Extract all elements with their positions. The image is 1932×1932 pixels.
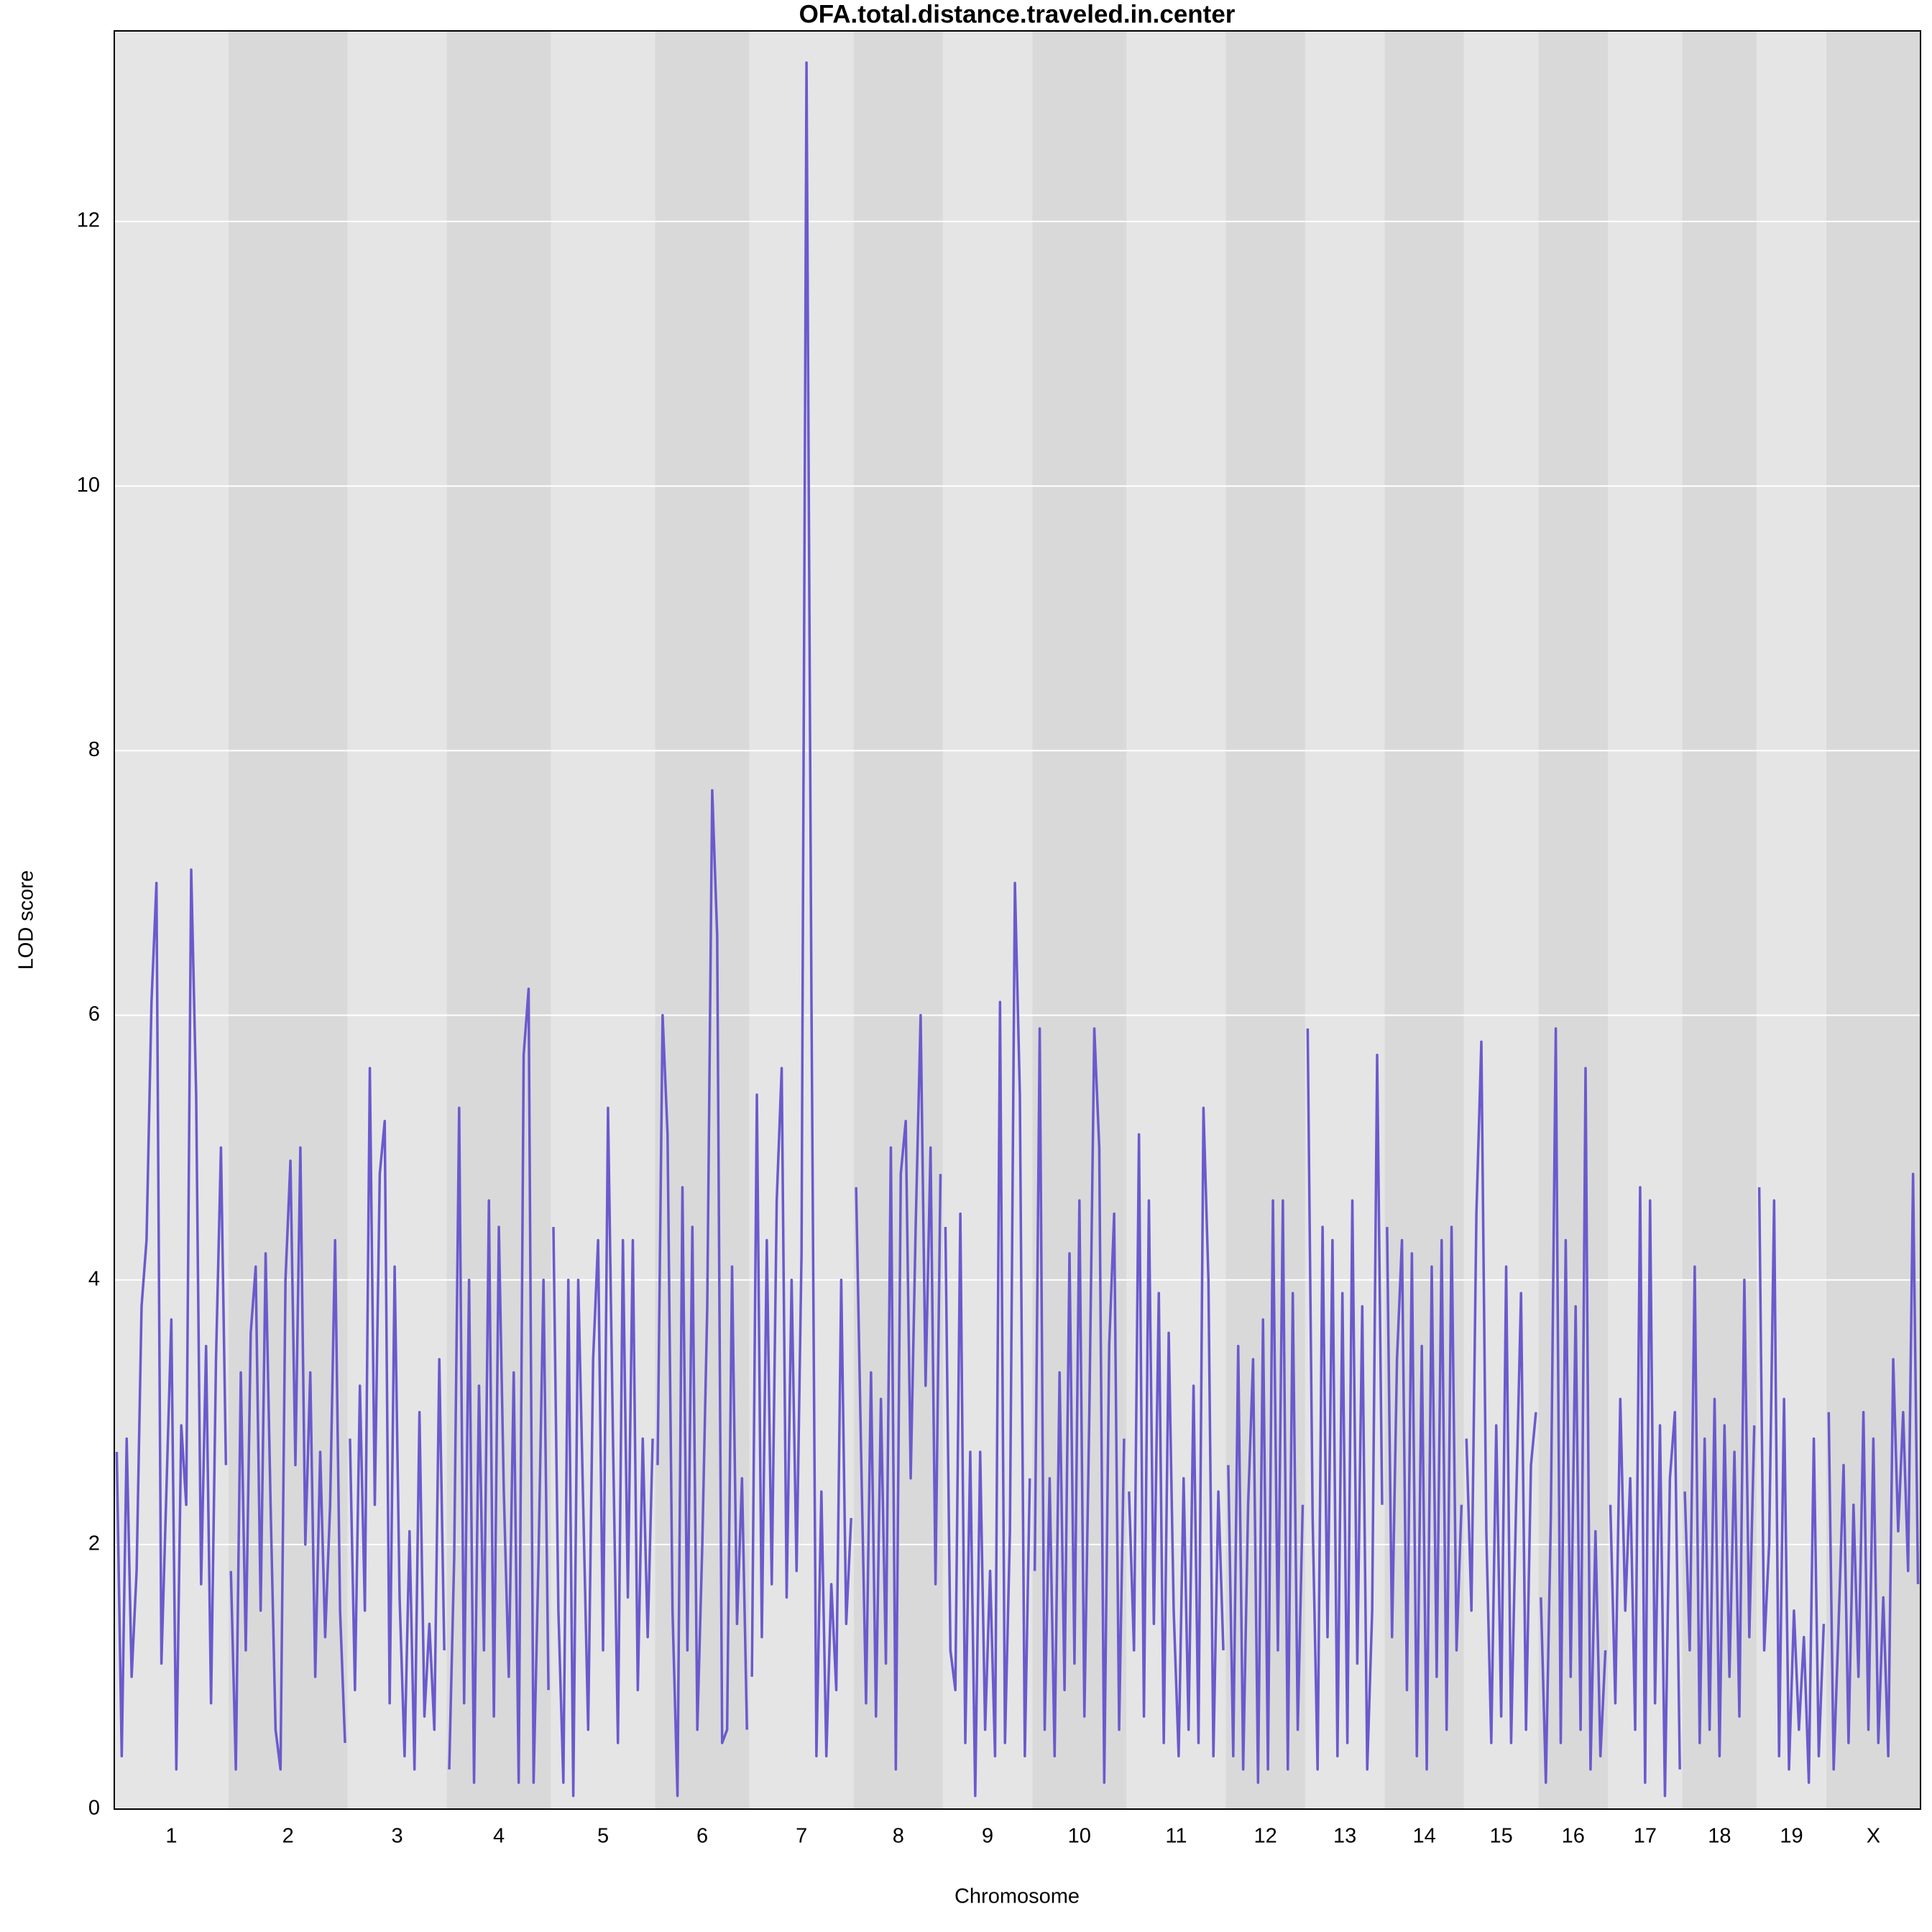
lod-line [448, 987, 550, 1784]
x-tick-label: 1 [165, 1825, 177, 1848]
chromosome-band [1682, 31, 1757, 1809]
y-tick-label: 0 [88, 1797, 100, 1820]
y-tick-label: 6 [88, 1003, 100, 1026]
x-tick-label: 15 [1489, 1825, 1512, 1848]
x-tick-label: 16 [1562, 1825, 1585, 1848]
y-tick-label: 8 [88, 738, 100, 761]
lod-line [1757, 1187, 1826, 1784]
lod-line [1227, 1199, 1305, 1784]
x-tick-label: 3 [391, 1825, 402, 1848]
lod-line [1465, 1040, 1537, 1744]
y-tick-label: 2 [88, 1532, 100, 1555]
plot-frame [114, 30, 1921, 1810]
lod-line [1827, 1172, 1920, 1771]
x-tick-label: 8 [893, 1825, 904, 1848]
x-tick-label: 12 [1254, 1825, 1277, 1848]
chromosome-bands [114, 31, 1920, 1809]
lod-line [349, 1067, 446, 1771]
lod-line [1609, 1186, 1681, 1798]
lod-line [1306, 1028, 1384, 1771]
x-tick-label: 10 [1068, 1825, 1091, 1848]
x-tick-label: X [1867, 1825, 1880, 1848]
x-tick-label: 19 [1780, 1825, 1803, 1848]
chromosome-band [551, 31, 656, 1809]
lod-line [552, 1106, 654, 1798]
chart-title: OFA.total.distance.traveled.in.center [799, 0, 1236, 28]
lod-line [855, 1013, 942, 1771]
x-tick-label: 2 [282, 1825, 294, 1848]
x-tick-label: 5 [597, 1825, 609, 1848]
x-tick-label: 18 [1708, 1825, 1731, 1848]
x-tick-label: 4 [493, 1825, 505, 1848]
chromosome-band [1032, 31, 1127, 1809]
lod-line [115, 868, 228, 1771]
y-tick-label: 12 [77, 209, 100, 232]
x-tick-label: 17 [1634, 1825, 1657, 1848]
lod-line [944, 881, 1031, 1798]
x-tick-label: 6 [696, 1825, 708, 1848]
lod-line [1386, 1225, 1463, 1771]
lod-line [1540, 1027, 1607, 1784]
chromosome-band [114, 31, 229, 1809]
lod-line [1128, 1106, 1225, 1758]
x-tick-label: 9 [982, 1825, 993, 1848]
lod-line [1033, 1027, 1126, 1784]
x-axis-label: Chromosome [954, 1885, 1080, 1908]
lod-line [750, 61, 852, 1758]
lod-line [1683, 1265, 1756, 1758]
x-tick-label: 7 [796, 1825, 807, 1848]
x-tick-label: 13 [1333, 1825, 1356, 1848]
lod-lines [115, 61, 1920, 1798]
chromosome-band [446, 31, 551, 1809]
y-tick-label: 10 [77, 474, 100, 497]
y-axis-label: LOD score [15, 870, 38, 970]
chromosome-band [1463, 31, 1539, 1809]
x-tick-label: 14 [1412, 1825, 1435, 1848]
y-tick-label: 4 [88, 1267, 100, 1290]
x-tick-label: 11 [1165, 1825, 1187, 1848]
lod-line [656, 788, 748, 1798]
chromosome-band [749, 31, 854, 1809]
lod-line [229, 1146, 346, 1771]
